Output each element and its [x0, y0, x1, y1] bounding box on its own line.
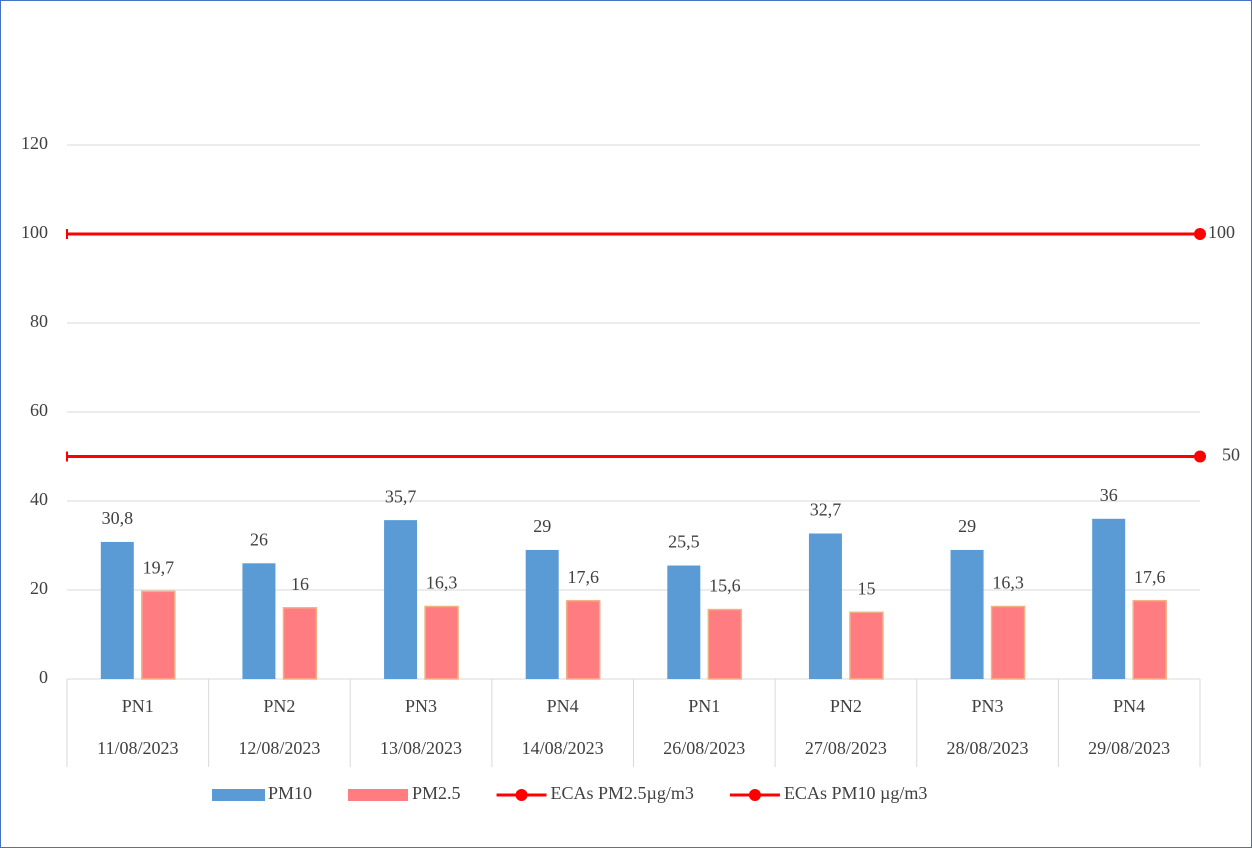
data-label: 15: [857, 578, 875, 598]
bar: [1092, 518, 1126, 679]
y-tick-label: 40: [30, 489, 48, 509]
data-label: 32,7: [810, 500, 842, 520]
bar: [384, 520, 418, 679]
data-label: 17,6: [1134, 567, 1166, 587]
bar: [950, 549, 984, 679]
y-tick-label: 60: [30, 400, 48, 420]
line-marker: [1194, 228, 1206, 240]
data-label: 30,8: [102, 508, 134, 528]
bar: [141, 590, 176, 680]
data-label: 50: [1222, 445, 1240, 465]
x-tick-label: PN2: [263, 696, 295, 716]
x-tick-label: PN1: [688, 696, 720, 716]
data-label: 36: [1100, 485, 1118, 505]
x-tick-date: 29/08/2023: [1088, 738, 1170, 758]
x-tick-label: PN3: [405, 696, 437, 716]
data-label: 26: [250, 529, 268, 549]
y-tick-label: 0: [39, 667, 48, 687]
data-label: 29: [533, 516, 551, 536]
data-label: 16: [291, 574, 309, 594]
y-tick-label: 100: [21, 222, 48, 242]
x-tick-label: PN3: [972, 696, 1004, 716]
y-tick-label: 80: [30, 311, 48, 331]
data-label: 19,7: [143, 557, 175, 577]
data-label: 15,6: [709, 576, 741, 596]
bar: [667, 565, 701, 679]
legend-swatch: [212, 789, 265, 801]
bar: [242, 563, 276, 679]
bar: [100, 541, 134, 679]
legend-label: PM2.5: [412, 783, 461, 803]
bar: [1132, 599, 1167, 680]
bar: [282, 607, 318, 680]
x-tick-date: 27/08/2023: [805, 738, 887, 758]
data-label: 16,3: [992, 573, 1024, 593]
data-label: 25,5: [668, 532, 700, 552]
legend-label: ECAs PM2.5µg/m3: [551, 783, 694, 803]
legend-swatch: [348, 789, 409, 801]
data-label: 17,6: [567, 567, 599, 587]
data-label: 29: [958, 516, 976, 536]
legend-label: PM10: [268, 783, 312, 803]
legend-marker: [748, 789, 761, 801]
x-tick-label: PN4: [1113, 696, 1145, 716]
bar: [424, 605, 459, 680]
y-tick-label: 20: [30, 578, 48, 598]
y-tick-label: 120: [21, 133, 48, 153]
legend-label: ECAs PM10 µg/m3: [784, 783, 927, 803]
data-label: 100: [1208, 222, 1235, 242]
x-tick-label: PN4: [547, 696, 579, 716]
data-label: 35,7: [385, 486, 417, 506]
legend-marker: [515, 789, 528, 801]
data-label: 16,3: [426, 573, 458, 593]
x-tick-date: 11/08/2023: [97, 738, 178, 758]
x-tick-date: 12/08/2023: [238, 738, 320, 758]
bar: [990, 605, 1026, 680]
x-tick-label: PN2: [830, 696, 862, 716]
x-tick-date: 13/08/2023: [380, 738, 462, 758]
bar: [707, 608, 743, 680]
x-tick-date: 14/08/2023: [522, 738, 604, 758]
line-marker: [1194, 450, 1206, 463]
x-tick-label: PN1: [122, 696, 154, 716]
bar: [849, 611, 884, 680]
bar: [525, 549, 559, 679]
x-tick-date: 26/08/2023: [663, 738, 745, 758]
bar: [565, 599, 601, 680]
x-tick-date: 28/08/2023: [947, 738, 1029, 758]
bar: [808, 533, 842, 679]
